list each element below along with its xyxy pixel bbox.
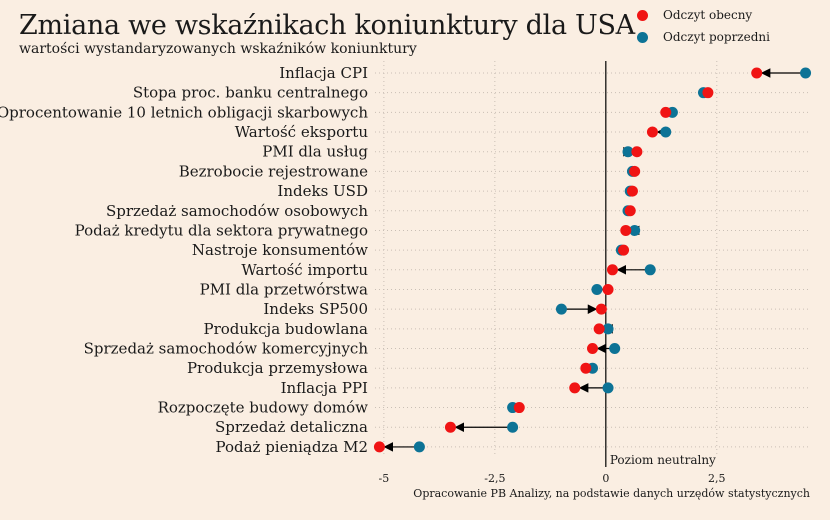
grid-layer — [375, 61, 810, 457]
category-label: Nastroje konsumentów — [192, 241, 368, 259]
x-tick-label: -5 — [379, 472, 390, 485]
label-layer: Inflacja CPI Stopa proc. banku centralneg… — [0, 64, 368, 456]
category-label: Stopa proc. banku centralnego — [133, 84, 368, 102]
category-label: Wartość importu — [241, 261, 368, 279]
point-previous — [622, 146, 634, 158]
point-previous — [602, 382, 614, 394]
category-label: Podaż kredytu dla sektora prywatnego — [75, 221, 368, 239]
point-previous — [413, 441, 425, 453]
category-label: Produkcja przemysłowa — [187, 359, 368, 377]
point-current — [631, 146, 643, 158]
point-previous — [660, 126, 672, 138]
x-tick-label: 2,5 — [708, 472, 726, 485]
category-label: Sprzedaż detaliczna — [215, 418, 368, 436]
category-label: Indeks SP500 — [263, 300, 368, 318]
point-current — [618, 244, 630, 256]
neutral-label: Poziom neutralny — [610, 453, 716, 467]
category-label: Sprzedaż samochodów komercyjnych — [84, 340, 369, 358]
legend-swatch-current — [637, 9, 648, 21]
legend-item-current: Odczyt obecny — [637, 4, 770, 26]
point-current — [620, 224, 632, 236]
point-previous — [609, 343, 621, 355]
point-current — [629, 165, 641, 177]
point-current — [593, 323, 605, 335]
source-note: Opracowanie PB Analizy, na podstawie dan… — [413, 487, 810, 500]
point-current — [702, 87, 714, 99]
point-current — [660, 106, 672, 118]
arrow-layer — [383, 68, 806, 452]
point-current — [606, 264, 618, 276]
point-previous — [800, 67, 812, 79]
category-label: PMI dla usług — [262, 143, 368, 161]
legend: Odczyt obecny Odczyt poprzedni — [637, 4, 770, 48]
point-previous — [591, 283, 603, 295]
category-label: Inflacja PPI — [281, 379, 368, 397]
point-current — [580, 362, 592, 374]
point-current — [373, 441, 385, 453]
point-current — [751, 67, 763, 79]
point-current — [646, 126, 658, 138]
point-current — [626, 185, 638, 197]
point-previous — [602, 323, 614, 335]
point-previous — [507, 421, 519, 433]
point-current — [602, 283, 614, 295]
category-label: Podaż pieniądza M2 — [215, 438, 368, 456]
legend-item-previous: Odczyt poprzedni — [637, 26, 770, 48]
category-label: Bezrobocie rejestrowane — [179, 162, 368, 180]
point-current — [513, 402, 525, 414]
dot-layer — [373, 67, 812, 453]
point-current — [595, 303, 607, 315]
point-current — [587, 343, 598, 355]
category-label: Wartość eksportu — [235, 123, 369, 141]
point-previous — [629, 224, 641, 236]
category-label: Oprocentowanie 10 letnich obligacji skar… — [0, 103, 368, 121]
chart-subtitle: wartości wystandaryzowanych wskaźników k… — [19, 41, 417, 57]
legend-swatch-previous — [637, 31, 648, 43]
category-label: Inflacja CPI — [279, 64, 368, 82]
axis-layer: Poziom neutralny -5 -2,5 0 2,5 — [379, 61, 726, 485]
category-label: PMI dla przetwórstwa — [200, 280, 368, 298]
category-label: Rozpoczęte budowy domów — [158, 399, 369, 417]
chart-title: Zmiana we wskaźnikach koniunktury dla US… — [19, 10, 635, 41]
point-current — [569, 382, 581, 394]
point-previous — [555, 303, 567, 315]
category-label: Produkcja budowlana — [204, 320, 369, 338]
point-current — [624, 205, 636, 217]
point-current — [444, 421, 456, 433]
legend-label-previous: Odczyt poprzedni — [663, 30, 770, 44]
x-tick-label: -2,5 — [484, 472, 505, 485]
point-previous — [644, 264, 656, 276]
legend-label-current: Odczyt obecny — [663, 8, 753, 22]
category-label: Indeks USD — [277, 182, 368, 200]
x-tick-label: 0 — [602, 472, 609, 485]
category-label: Sprzedaż samochodów osobowych — [106, 202, 368, 220]
